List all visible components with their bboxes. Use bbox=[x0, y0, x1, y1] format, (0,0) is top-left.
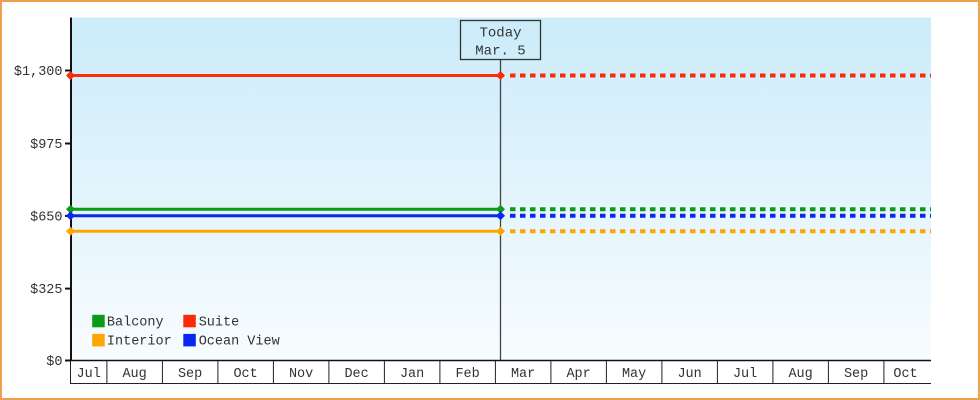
svg-text:Jan: Jan bbox=[400, 367, 424, 382]
svg-text:$325: $325 bbox=[30, 283, 62, 298]
svg-text:Today: Today bbox=[479, 25, 521, 41]
svg-text:Aug: Aug bbox=[122, 367, 146, 382]
svg-text:Mar. 5: Mar. 5 bbox=[475, 44, 525, 60]
svg-text:Sep: Sep bbox=[844, 367, 868, 382]
svg-text:$1,300: $1,300 bbox=[14, 65, 63, 80]
svg-text:Ocean View: Ocean View bbox=[199, 335, 280, 350]
svg-text:$975: $975 bbox=[30, 138, 62, 153]
svg-text:May: May bbox=[622, 367, 646, 382]
svg-text:Feb: Feb bbox=[455, 367, 479, 382]
svg-text:Jun: Jun bbox=[677, 367, 701, 382]
svg-text:$650: $650 bbox=[30, 210, 62, 225]
svg-text:Sep: Sep bbox=[178, 367, 202, 382]
svg-text:Oct: Oct bbox=[233, 367, 257, 382]
svg-text:Jul: Jul bbox=[77, 367, 101, 382]
svg-text:Balcony: Balcony bbox=[107, 316, 164, 331]
svg-text:Dec: Dec bbox=[344, 367, 368, 382]
svg-text:Jul: Jul bbox=[733, 367, 757, 382]
svg-text:Mar: Mar bbox=[511, 367, 535, 382]
svg-text:Interior: Interior bbox=[107, 335, 172, 350]
svg-text:Oct: Oct bbox=[893, 367, 917, 382]
svg-text:$0: $0 bbox=[46, 355, 62, 370]
svg-text:Suite: Suite bbox=[199, 316, 240, 331]
svg-text:Aug: Aug bbox=[788, 367, 812, 382]
svg-text:Apr: Apr bbox=[566, 367, 590, 382]
svg-text:Nov: Nov bbox=[289, 367, 313, 382]
